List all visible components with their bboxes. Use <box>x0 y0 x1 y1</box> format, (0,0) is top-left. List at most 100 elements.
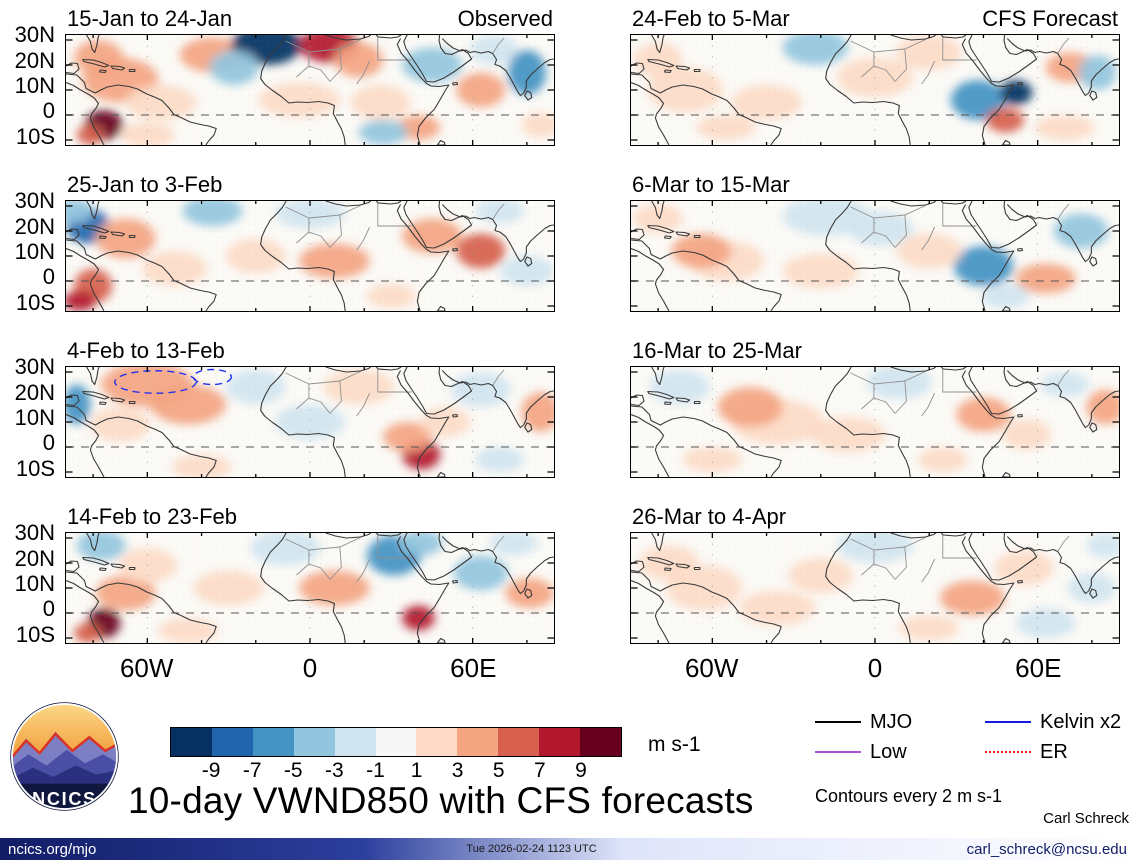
lat-axis: 30N 20N 10N 0 10S <box>1 190 59 314</box>
colorbar-tick-label: -7 <box>242 759 262 782</box>
colorbar-segment <box>211 728 253 756</box>
legend-item-er: ER <box>985 740 1068 764</box>
panel-date-range: 15-Jan to 24-Jan <box>67 6 233 31</box>
lat-tick-label: 10S <box>15 123 55 149</box>
lat-axis: 30N 20N 10N 0 10S <box>1 356 59 480</box>
lon-tick-label: 60E <box>450 653 497 683</box>
ncics-logo-graphic: NCICS <box>10 702 119 811</box>
lat-tick-label: 0 <box>42 98 55 124</box>
panel-header: 25-Jan to 3-Feb <box>65 168 555 200</box>
lat-tick-label: 20N <box>14 47 55 73</box>
lon-axis-observed: 60W 0 60E <box>65 654 555 686</box>
lat-axis: 30N 20N 10N 0 10S <box>1 24 59 148</box>
colorbar-segment <box>293 728 335 756</box>
legend-label-kelvin: Kelvin x2 <box>1040 711 1122 733</box>
lat-tick-label: 20N <box>14 545 55 571</box>
map-plot <box>630 366 1120 478</box>
map-canvas <box>66 201 554 311</box>
lat-tick-label: 20N <box>14 213 55 239</box>
colorbar: -9 -7 -5 -3 -1 1 3 5 7 9 <box>170 727 622 786</box>
panel-header: 16-Mar to 25-Mar <box>630 334 1120 366</box>
map-plot <box>65 200 555 312</box>
colorbar-segment <box>375 728 417 756</box>
legend-label-low: Low <box>870 741 907 763</box>
legend-item-kelvin: Kelvin x2 <box>985 710 1121 734</box>
lon-tick-label: 0 <box>302 653 318 683</box>
colorbar-segment <box>498 728 540 756</box>
lat-tick-label: 30N <box>14 188 55 214</box>
panel-forecast-4: 26-Mar to 4-Apr <box>630 500 1120 646</box>
colorbar-segment <box>416 728 458 756</box>
lat-tick-label: 10N <box>14 73 55 98</box>
map-plot <box>630 532 1120 644</box>
panel-forecast-3: 16-Mar to 25-Mar <box>630 334 1120 480</box>
lon-tick-label: 60E <box>1015 653 1062 683</box>
low-line-sample <box>815 751 861 753</box>
map-canvas <box>66 367 554 477</box>
panel-observed-2: 25-Jan to 3-Feb 30N 20N 10N 0 10S <box>15 168 555 314</box>
colorbar-gradient <box>170 727 622 757</box>
map-canvas <box>631 201 1119 311</box>
lat-tick-label: 30N <box>14 520 55 546</box>
panel-date-range: 4-Feb to 13-Feb <box>67 338 225 363</box>
panel-date-range: 25-Jan to 3-Feb <box>67 172 223 197</box>
panel-forecast-1: 24-Feb to 5-Mar CFS Forecast <box>630 2 1120 148</box>
colorbar-segment <box>539 728 581 756</box>
footer-timestamp: Tue 2026-02-24 1123 UTC <box>466 843 597 855</box>
legend-label-mjo: MJO <box>870 711 913 733</box>
map-plot <box>65 34 555 146</box>
logo-text: NCICS <box>32 789 97 809</box>
lon-tick-label: 60W <box>119 653 174 683</box>
panel-date-range: 6-Mar to 15-Mar <box>632 172 790 197</box>
lon-tick-label: 60W <box>684 653 739 683</box>
map-canvas <box>66 533 554 643</box>
er-line-sample <box>985 751 1031 753</box>
footer-bar: ncics.org/mjo Tue 2026-02-24 1123 UTC ca… <box>0 838 1135 860</box>
colorbar-units-label: m s-1 <box>648 733 701 756</box>
legend-item-low: Low <box>815 740 907 764</box>
colorbar-tick-label: 5 <box>492 759 505 782</box>
mjo-line-sample <box>815 721 861 723</box>
colorbar-tick-label: -1 <box>366 759 385 782</box>
colorbar-segment <box>252 728 294 756</box>
lat-tick-label: 20N <box>14 379 55 405</box>
lat-tick-label: 10N <box>14 405 55 430</box>
panel-date-range: 24-Feb to 5-Mar <box>632 6 790 31</box>
contour-interval-note: Contours every 2 m s-1 <box>815 786 1003 806</box>
panel-header: 6-Mar to 15-Mar <box>630 168 1120 200</box>
column-heading-observed: Observed <box>457 6 553 31</box>
panel-header: 24-Feb to 5-Mar CFS Forecast <box>630 2 1120 34</box>
lat-tick-label: 10N <box>14 571 55 596</box>
lat-tick-label: 0 <box>42 430 55 456</box>
colorbar-ticks: -9 -7 -5 -3 -1 1 3 5 7 9 <box>170 760 622 786</box>
panel-observed-4: 14-Feb to 23-Feb 30N 20N 10N 0 10S <box>15 500 555 646</box>
panel-observed-3: 4-Feb to 13-Feb 30N 20N 10N 0 10S <box>15 334 555 480</box>
contour-legend: MJO Kelvin x2 Low ER <box>815 708 1133 772</box>
panel-header: 14-Feb to 23-Feb <box>65 500 555 532</box>
map-plot <box>630 200 1120 312</box>
footer-site-link[interactable]: ncics.org/mjo <box>8 840 97 858</box>
map-canvas <box>66 35 554 145</box>
colorbar-segment <box>334 728 376 756</box>
panel-header: 26-Mar to 4-Apr <box>630 500 1120 532</box>
logo-red-zigzag <box>11 732 118 758</box>
panel-header: 15-Jan to 24-Jan Observed <box>65 2 555 34</box>
lon-axis-forecast: 60W 0 60E <box>630 654 1120 686</box>
footer-email-link[interactable]: carl_schreck@ncsu.edu <box>966 840 1127 858</box>
legend-label-er: ER <box>1040 741 1068 763</box>
panel-header: 4-Feb to 13-Feb <box>65 334 555 366</box>
lat-tick-label: 10S <box>15 455 55 481</box>
colorbar-tick-label: 9 <box>575 759 587 782</box>
panel-observed-1: 15-Jan to 24-Jan Observed 30N 20N 10N 0 10S <box>15 2 555 148</box>
map-canvas <box>631 533 1119 643</box>
lat-axis: 30N 20N 10N 0 10S <box>1 522 59 646</box>
lat-tick-label: 30N <box>14 354 55 380</box>
panel-forecast-2: 6-Mar to 15-Mar <box>630 168 1120 314</box>
lat-tick-label: 0 <box>42 596 55 622</box>
lat-tick-label: 30N <box>14 22 55 48</box>
colorbar-tick-label: 1 <box>410 759 423 782</box>
colorbar-segment <box>171 728 212 756</box>
colorbar-tick-label: -3 <box>325 759 344 782</box>
map-canvas <box>631 367 1119 477</box>
